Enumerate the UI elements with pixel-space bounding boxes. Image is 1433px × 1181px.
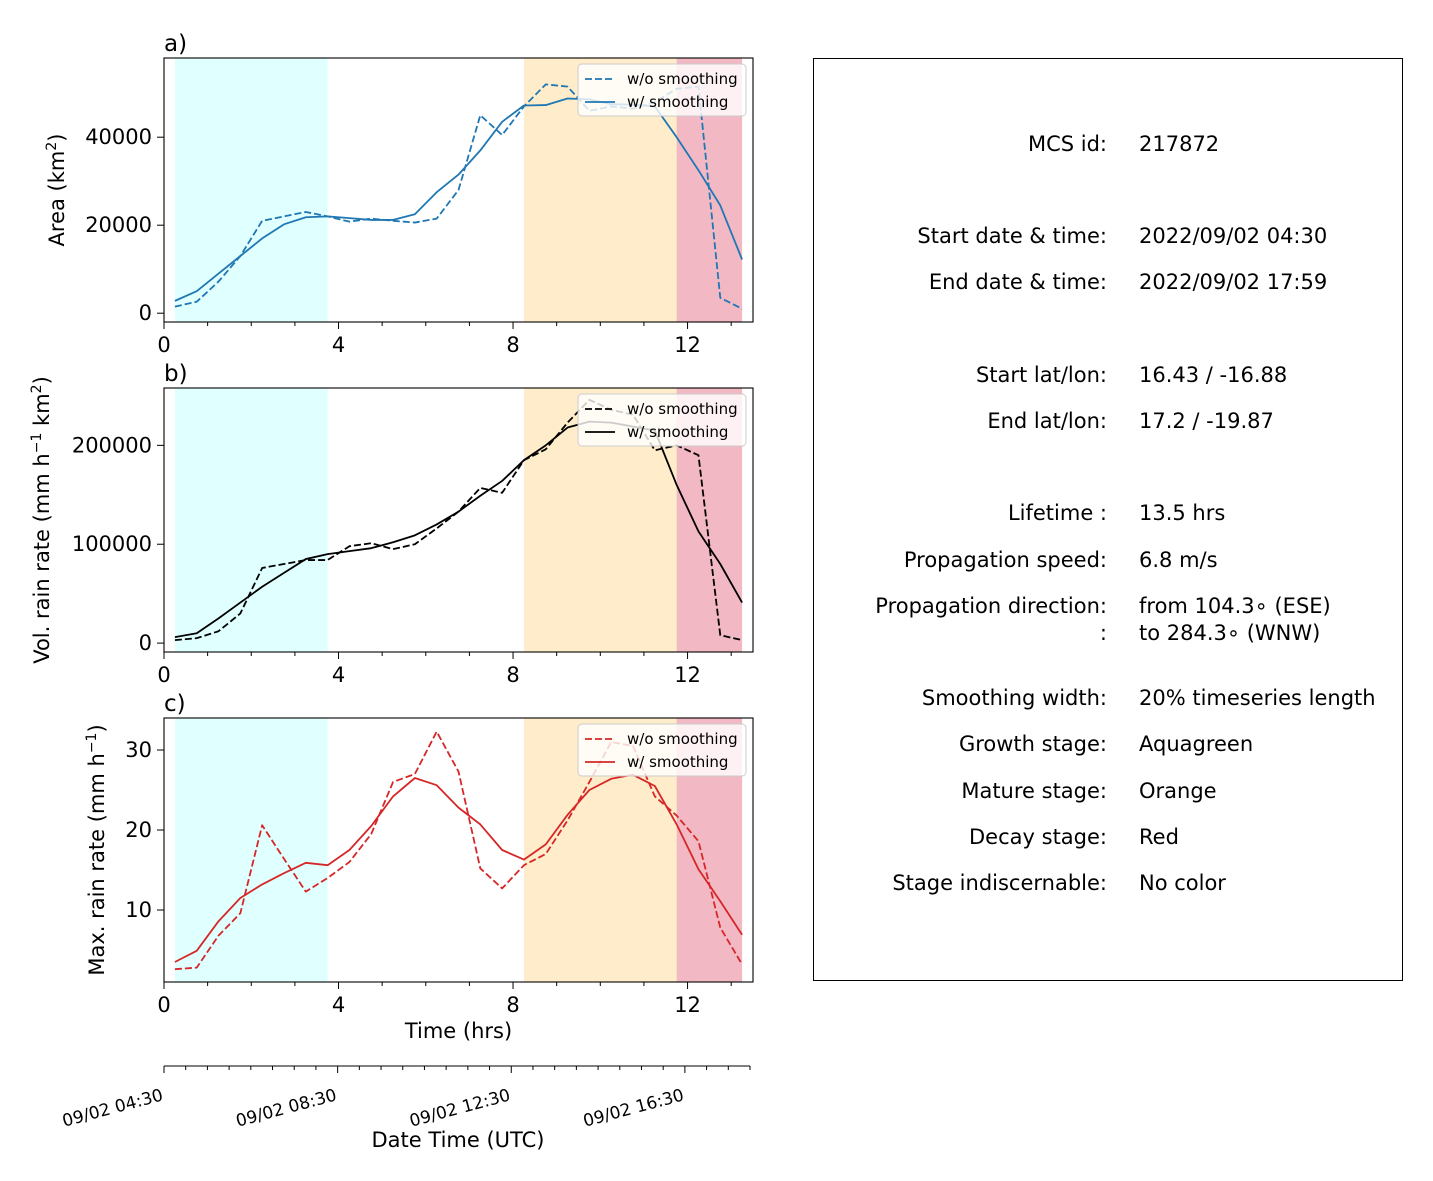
axes-frame — [163, 57, 754, 323]
x-tick-label: 4 — [332, 663, 345, 687]
date-tick-label: 09/02 04:30 — [60, 1086, 165, 1132]
info-value: 6.8 m/s — [1139, 548, 1218, 572]
y-axis-label: Area (km2) — [44, 134, 69, 247]
info-label: MCS id: — [1027, 132, 1107, 156]
legend-entry: w/o smoothing — [627, 730, 738, 748]
series-line-raw — [174, 730, 743, 971]
info-value: from 104.3∘ (ESE) — [1139, 594, 1331, 618]
legend-entry: w/ smoothing — [627, 423, 728, 441]
info-label: Propagation direction: — [875, 594, 1107, 618]
y-axis-label-text: ) — [45, 134, 69, 142]
info-value: Aquagreen — [1139, 732, 1254, 756]
y-axis-label-text: km — [30, 393, 54, 432]
axes-frame — [163, 717, 754, 983]
legend-entry: w/ smoothing — [627, 93, 728, 111]
panel-c: 0 4 8 12 10 20 30 c) Max. rain rate (mm h−1) w/o … — [84, 691, 754, 1043]
info-value: 2022/09/02 04:30 — [1139, 224, 1328, 248]
x-tick-label: 12 — [674, 663, 701, 687]
info-value: Red — [1139, 825, 1179, 849]
stage-band-growth — [174, 58, 328, 322]
x-tick-label: 8 — [506, 663, 519, 687]
axes-frame — [163, 387, 754, 653]
y-tick-label: 20 — [125, 818, 152, 842]
stage-band-growth — [174, 388, 328, 652]
date-axis-label: Date Time (UTC) — [372, 1128, 545, 1152]
y-axis-label-text: ) — [30, 376, 54, 384]
x-tick-label: 4 — [332, 333, 345, 357]
x-tick-label: 8 — [506, 333, 519, 357]
info-label: Propagation speed: — [903, 548, 1107, 572]
info-value: to 284.3∘ (WNW) — [1139, 621, 1321, 645]
panel-label: a) — [164, 31, 187, 57]
x-tick-label: 0 — [157, 663, 170, 687]
x-tick-label: 12 — [674, 333, 701, 357]
y-tick-label: 0 — [139, 631, 152, 655]
legend: w/o smoothing w/ smoothing — [577, 723, 747, 777]
info-value: 16.43 / -16.88 — [1139, 363, 1288, 387]
x-tick-label: 0 — [157, 333, 170, 357]
info-label: Decay stage: — [969, 825, 1107, 849]
y-axis-label-superscript: 2 — [29, 384, 45, 393]
x-axis-label: Time (hrs) — [404, 1019, 512, 1043]
y-axis-label: Vol. rain rate (mm h−1 km2) — [29, 376, 54, 664]
legend: w/o smoothing w/ smoothing — [577, 393, 747, 447]
info-value: 20% timeseries length — [1139, 686, 1376, 710]
y-tick-label: 100000 — [72, 532, 152, 556]
y-axis-label-text: Vol. rain rate (mm h — [30, 453, 54, 664]
info-label: Stage indiscernable: — [892, 871, 1107, 895]
info-value: 13.5 hrs — [1139, 501, 1226, 525]
series-line-raw — [174, 83, 743, 310]
info-label: End lat/lon: — [987, 409, 1107, 433]
info-value: Orange — [1139, 779, 1217, 803]
legend-box — [577, 63, 747, 117]
legend: w/o smoothing w/ smoothing — [577, 63, 747, 117]
info-label: : — [1099, 621, 1107, 645]
date-axis: 09/02 04:30 09/02 08:30 09/02 12:30 09/02 1… — [60, 1065, 751, 1152]
y-axis-label-superscript: −1 — [29, 433, 45, 454]
series-line-smoothed — [174, 773, 743, 963]
info-value: 2022/09/02 17:59 — [1139, 270, 1328, 294]
panel-label: c) — [164, 691, 186, 717]
x-tick-label: 4 — [332, 993, 345, 1017]
y-axis-label-text: Max. rain rate (mm h — [85, 753, 109, 976]
info-label: Growth stage: — [958, 732, 1107, 756]
y-tick-label: 30 — [125, 738, 152, 762]
info-label: End date & time: — [928, 270, 1107, 294]
y-axis-label-superscript: −1 — [84, 733, 100, 754]
date-tick-label: 09/02 08:30 — [234, 1086, 339, 1132]
info-value: 17.2 / -19.87 — [1139, 409, 1274, 433]
info-label: Start date & time: — [917, 224, 1107, 248]
x-tick-label: 12 — [674, 993, 701, 1017]
info-value: No color — [1139, 871, 1226, 895]
legend-entry: w/ smoothing — [627, 753, 728, 771]
x-tick-label: 0 — [157, 993, 170, 1017]
x-tick-label: 8 — [506, 993, 519, 1017]
y-tick-label: 10 — [125, 898, 152, 922]
y-axis-label-text: ) — [85, 724, 109, 732]
y-axis-label-superscript: 2 — [44, 142, 60, 151]
y-tick-label: 20000 — [85, 213, 152, 237]
info-panel: MCS id: 217872 Start date & time: 2022/0… — [813, 58, 1403, 981]
info-label: Start lat/lon: — [975, 363, 1107, 387]
legend-entry: w/o smoothing — [627, 70, 738, 88]
panel-a: 0 4 8 12 0 20000 40000 a) Area (km2) w/o smoothin… — [44, 31, 754, 357]
y-tick-label: 40000 — [85, 125, 152, 149]
info-label: Lifetime : — [1007, 501, 1107, 525]
date-tick-label: 09/02 12:30 — [408, 1086, 513, 1132]
info-label: Smoothing width: — [921, 686, 1107, 710]
y-tick-label: 0 — [139, 301, 152, 325]
panel-label: b) — [164, 361, 188, 387]
stage-band-growth — [174, 718, 328, 982]
info-value: 217872 — [1139, 132, 1220, 156]
legend-box — [577, 723, 747, 777]
panel-b: 0 4 8 12 0 100000 200000 b) Vol. rain rate (mm h… — [29, 361, 754, 687]
legend-entry: w/o smoothing — [627, 400, 738, 418]
y-tick-label: 200000 — [72, 433, 152, 457]
info-label: Mature stage: — [961, 779, 1107, 803]
date-tick-label: 09/02 16:30 — [581, 1086, 686, 1132]
legend-box — [577, 393, 747, 447]
y-axis-label: Max. rain rate (mm h−1) — [84, 724, 109, 975]
y-axis-label-text: Area (km — [45, 151, 69, 247]
